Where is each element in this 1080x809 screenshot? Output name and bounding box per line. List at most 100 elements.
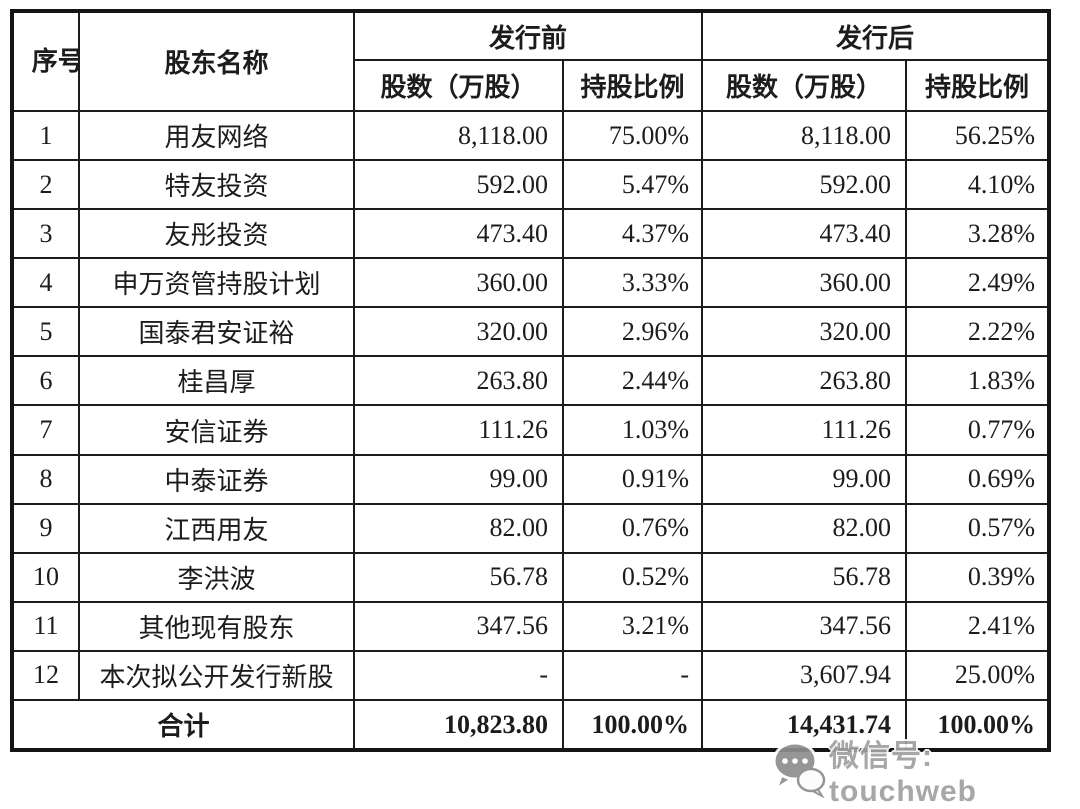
post-shares-cell: 3,607.94 (701, 649, 908, 702)
pre-shares-cell: 82.00 (353, 502, 564, 554)
post-ratio-cell: 0.77% (905, 404, 1051, 456)
post-shares-cell: 82.00 (701, 502, 908, 554)
post-ratio-cell: 0.39% (905, 551, 1051, 603)
table-row: 5 国泰君安证裕 320.00 2.96% 320.00 2.22% (11, 306, 1051, 358)
shareholding-table: 序号 股东名称 发行前 发行后 股数（万股） 持股比例 股数（万股） 持股比例 … (10, 9, 1052, 752)
serial-cell: 3 (11, 208, 80, 260)
pre-shares-cell: 111.26 (353, 404, 564, 456)
header-group-post-issuance: 发行后 (701, 10, 1051, 61)
table-row: 2 特友投资 592.00 5.47% 592.00 4.10% (11, 159, 1051, 211)
post-ratio-cell: 1.83% (905, 355, 1051, 407)
pre-ratio-cell: 0.76% (561, 502, 704, 554)
header-group-pre-issuance: 发行前 (352, 10, 704, 61)
table-row: 12 本次拟公开发行新股 - - 3,607.94 25.00% (11, 649, 1051, 702)
serial-cell: 10 (11, 551, 80, 603)
table-row: 9 江西用友 82.00 0.76% 82.00 0.57% (11, 502, 1051, 554)
name-cell: 特友投资 (78, 159, 355, 211)
post-ratio-cell: 2.41% (905, 600, 1051, 652)
pre-ratio-cell: 5.47% (561, 159, 704, 211)
post-shares-cell: 111.26 (701, 404, 908, 456)
post-shares-cell: 99.00 (701, 453, 908, 505)
total-pre-ratio-cell: 100.00% (561, 699, 704, 751)
serial-cell: 9 (11, 502, 80, 554)
name-cell: 李洪波 (78, 551, 355, 603)
pre-ratio-cell: 75.00% (561, 109, 704, 162)
table-row: 1 用友网络 8,118.00 75.00% 8,118.00 56.25% (11, 109, 1051, 162)
header-post-shares: 股数（万股） (701, 59, 908, 112)
table-row: 7 安信证券 111.26 1.03% 111.26 0.77% (11, 404, 1051, 456)
pre-shares-cell: 320.00 (353, 306, 564, 358)
pre-shares-cell: 347.56 (353, 600, 564, 652)
pre-shares-cell: 8,118.00 (353, 109, 564, 162)
pre-ratio-cell: - (561, 649, 704, 702)
header-post-ratio: 持股比例 (905, 59, 1051, 112)
header-row-subcolumns: 股数（万股） 持股比例 股数（万股） 持股比例 (12, 59, 1051, 112)
header-shareholder: 股东名称 (78, 10, 355, 112)
table-row: 8 中泰证券 99.00 0.91% 99.00 0.69% (11, 453, 1051, 505)
post-shares-cell: 56.78 (701, 551, 908, 603)
pre-ratio-cell: 3.21% (561, 600, 704, 652)
serial-cell: 5 (11, 306, 80, 358)
header-serial: 序号 (11, 10, 80, 112)
pre-shares-cell: 592.00 (353, 159, 564, 211)
serial-cell: 2 (11, 159, 80, 211)
pre-shares-cell: - (353, 649, 564, 702)
serial-cell: 4 (11, 257, 80, 309)
name-cell: 友彤投资 (78, 208, 355, 260)
pre-shares-cell: 360.00 (353, 257, 564, 309)
table-row: 11 其他现有股东 347.56 3.21% 347.56 2.41% (11, 600, 1051, 652)
total-pre-shares-cell: 10,823.80 (353, 699, 564, 751)
post-ratio-cell: 2.49% (905, 257, 1051, 309)
serial-cell: 12 (11, 649, 80, 702)
post-ratio-cell: 56.25% (905, 109, 1051, 162)
serial-cell: 6 (11, 355, 80, 407)
wechat-icon (770, 738, 826, 803)
total-post-ratio-cell: 100.00% (905, 699, 1051, 751)
post-shares-cell: 8,118.00 (701, 109, 908, 162)
header-serial-label: 序号 (31, 46, 79, 76)
header-pre-ratio: 持股比例 (561, 59, 704, 112)
table-row: 6 桂昌厚 263.80 2.44% 263.80 1.83% (11, 355, 1051, 407)
post-ratio-cell: 3.28% (905, 208, 1051, 260)
serial-cell: 7 (11, 404, 80, 456)
name-cell: 本次拟公开发行新股 (78, 649, 355, 702)
post-shares-cell: 263.80 (701, 355, 908, 407)
post-shares-cell: 360.00 (701, 257, 908, 309)
name-cell: 用友网络 (78, 109, 355, 162)
pre-ratio-cell: 0.52% (561, 551, 704, 603)
pre-ratio-cell: 1.03% (561, 404, 704, 456)
serial-cell: 1 (11, 109, 80, 162)
watermark: 微信号: touchweb (770, 731, 1080, 809)
total-row: 合计 10,823.80 100.00% 14,431.74 100.00% (11, 699, 1051, 751)
name-cell: 江西用友 (78, 502, 355, 554)
name-cell: 桂昌厚 (78, 355, 355, 407)
header-row-groups: 序号 股东名称 发行前 发行后 (11, 10, 1051, 112)
pre-ratio-cell: 2.44% (561, 355, 704, 407)
post-ratio-cell: 0.69% (905, 453, 1051, 505)
watermark-text: 微信号: touchweb (829, 740, 977, 808)
name-cell: 申万资管持股计划 (78, 257, 355, 309)
post-shares-cell: 347.56 (701, 600, 908, 652)
header-pre-shares: 股数（万股） (353, 59, 564, 112)
table-row: 4 申万资管持股计划 360.00 3.33% 360.00 2.49% (11, 257, 1051, 309)
pre-ratio-cell: 2.96% (561, 306, 704, 358)
name-cell: 中泰证券 (78, 453, 355, 505)
table-row: 3 友彤投资 473.40 4.37% 473.40 3.28% (11, 208, 1051, 260)
pre-ratio-cell: 0.91% (561, 453, 704, 505)
post-shares-cell: 592.00 (701, 159, 908, 211)
post-ratio-cell: 2.22% (905, 306, 1051, 358)
pre-shares-cell: 263.80 (353, 355, 564, 407)
name-cell: 国泰君安证裕 (78, 306, 355, 358)
total-label-cell: 合计 (11, 699, 355, 751)
serial-cell: 8 (11, 453, 80, 505)
post-ratio-cell: 4.10% (905, 159, 1051, 211)
pre-shares-cell: 99.00 (353, 453, 564, 505)
pre-ratio-cell: 3.33% (561, 257, 704, 309)
post-shares-cell: 320.00 (701, 306, 908, 358)
name-cell: 其他现有股东 (78, 600, 355, 652)
name-cell: 安信证券 (78, 404, 355, 456)
serial-cell: 11 (11, 600, 80, 652)
post-ratio-cell: 25.00% (905, 649, 1051, 702)
pre-shares-cell: 473.40 (353, 208, 564, 260)
